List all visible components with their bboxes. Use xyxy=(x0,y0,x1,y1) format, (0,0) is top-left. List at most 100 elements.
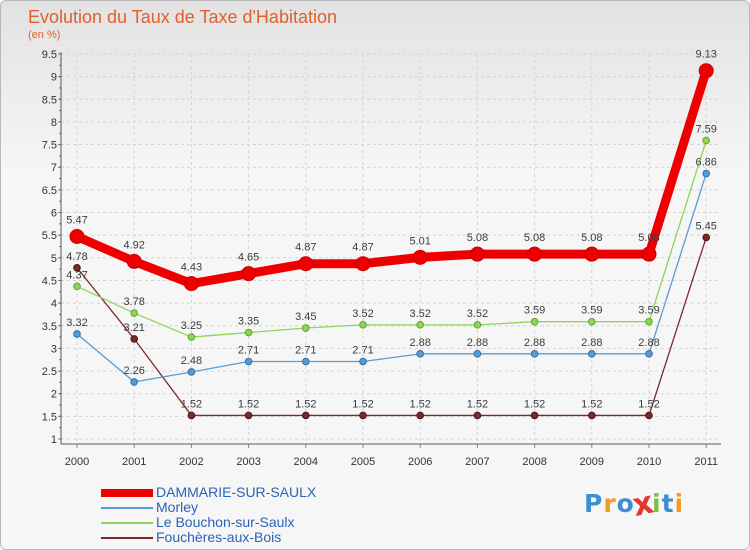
series-layer xyxy=(69,63,714,420)
x-tick-label: 2008 xyxy=(522,456,546,468)
data-point xyxy=(298,256,314,272)
data-label: 4.78 xyxy=(66,251,87,263)
y-tick-label: 1.5 xyxy=(42,411,57,423)
x-tick-label: 2000 xyxy=(65,456,89,468)
logo-letter: o xyxy=(616,489,635,518)
data-label: 7.59 xyxy=(695,123,716,135)
data-label: 9.13 xyxy=(695,49,716,61)
x-tick-label: 2009 xyxy=(580,456,604,468)
data-point xyxy=(530,411,539,420)
y-tick-label: 6 xyxy=(51,208,57,220)
data-label: 5.47 xyxy=(66,215,87,227)
data-point xyxy=(530,317,539,326)
data-label: 1.52 xyxy=(524,398,545,410)
data-point xyxy=(187,368,196,376)
legend-swatch xyxy=(101,489,153,497)
data-point xyxy=(584,246,600,262)
data-point xyxy=(130,378,138,386)
logo-letter: i xyxy=(674,489,685,518)
data-point xyxy=(244,328,253,337)
data-point xyxy=(187,411,196,420)
data-point xyxy=(130,335,138,343)
data-point xyxy=(473,411,482,420)
data-point xyxy=(698,63,714,79)
data-label: 1.52 xyxy=(638,398,659,410)
logo-letter: t xyxy=(661,489,675,518)
data-point xyxy=(73,282,81,291)
y-tick-label: 6.5 xyxy=(42,185,57,197)
data-label: 2.88 xyxy=(524,337,545,349)
data-point xyxy=(73,330,81,338)
x-tick-label: 2003 xyxy=(236,456,260,468)
data-point xyxy=(702,136,711,145)
y-tick-label: 9 xyxy=(51,72,57,84)
x-tick-label: 2011 xyxy=(694,456,718,468)
chart-subtitle: (en %) xyxy=(28,29,61,41)
data-point xyxy=(641,246,657,262)
axes-layer: 11.522.533.544.555.566.577.588.599.52000… xyxy=(42,49,721,468)
data-label: 1.52 xyxy=(409,398,430,410)
chart-title: Evolution du Taux de Taxe d'Habitation xyxy=(28,7,337,27)
y-tick-label: 2.5 xyxy=(42,366,57,378)
data-label: 1.52 xyxy=(581,398,602,410)
data-point xyxy=(473,350,482,358)
y-tick-label: 4.5 xyxy=(42,275,57,287)
data-point xyxy=(702,233,711,242)
y-tick-label: 1 xyxy=(51,434,57,446)
data-label: 5.08 xyxy=(638,232,659,244)
data-point xyxy=(183,276,199,292)
data-point xyxy=(588,317,596,326)
y-tick-label: 7.5 xyxy=(42,140,57,152)
logo-letter: r xyxy=(603,489,617,518)
data-label: 5.01 xyxy=(409,235,430,247)
data-point xyxy=(359,321,367,329)
x-tick-label: 2006 xyxy=(408,456,432,468)
data-point xyxy=(588,350,596,358)
series-line xyxy=(76,236,707,417)
data-label: 3.25 xyxy=(181,320,202,332)
data-label: 3.59 xyxy=(581,305,602,317)
data-label: 3.32 xyxy=(66,317,87,329)
data-point xyxy=(302,324,310,332)
data-point xyxy=(126,253,142,269)
data-label: 3.78 xyxy=(123,296,144,308)
data-label: 1.52 xyxy=(295,398,316,410)
data-label: 1.52 xyxy=(352,398,373,410)
data-label: 4.87 xyxy=(352,242,373,254)
data-label: 3.59 xyxy=(638,305,659,317)
data-label: 3.59 xyxy=(524,305,545,317)
data-label: 2.71 xyxy=(238,345,259,357)
x-tick-label: 2007 xyxy=(465,456,489,468)
data-point xyxy=(355,256,371,272)
data-label: 5.08 xyxy=(581,232,602,244)
data-label: 5.45 xyxy=(695,220,716,232)
data-point xyxy=(469,246,485,262)
data-label: 2.88 xyxy=(467,337,488,349)
data-label: 4.65 xyxy=(238,252,259,264)
series-line xyxy=(72,66,711,289)
data-label: 5.08 xyxy=(467,232,488,244)
data-label: 3.52 xyxy=(467,308,488,320)
data-point xyxy=(416,411,425,420)
y-tick-label: 3 xyxy=(51,343,57,355)
y-tick-label: 2 xyxy=(51,389,57,401)
data-label: 3.45 xyxy=(295,311,316,323)
data-point xyxy=(302,357,310,366)
data-point xyxy=(645,350,653,358)
data-point xyxy=(244,357,253,366)
data-label: 4.37 xyxy=(66,269,87,281)
data-label: 4.43 xyxy=(181,262,202,274)
y-tick-label: 3.5 xyxy=(42,321,57,333)
data-label: 1.52 xyxy=(467,398,488,410)
data-point xyxy=(359,411,367,420)
data-label: 3.21 xyxy=(123,322,144,334)
series-line xyxy=(76,139,707,338)
data-label: 2.88 xyxy=(638,337,659,349)
data-label: 2.88 xyxy=(409,337,430,349)
value-labels-layer: 5.47 4.92 4.43 4.65 4.87 4.87 5.01 5.08 5.08 5.08… xyxy=(66,49,717,411)
data-label: 5.08 xyxy=(524,232,545,244)
legend-label: DAMMARIE-SUR-SAULX xyxy=(156,484,317,500)
data-point xyxy=(187,333,196,341)
y-tick-label: 5 xyxy=(51,253,57,265)
